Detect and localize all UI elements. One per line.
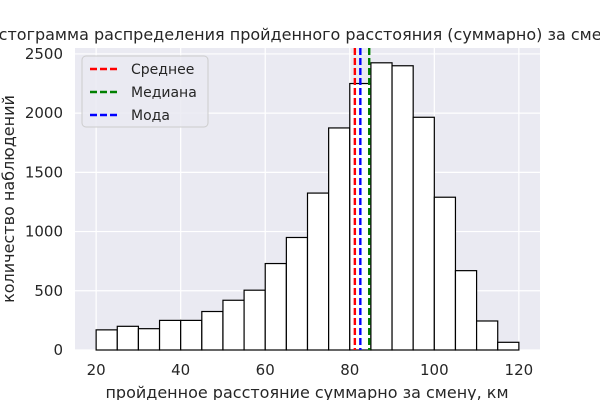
histogram-bar-5	[201, 310, 224, 351]
legend-label-0: Среднее	[131, 62, 194, 78]
y-tick-label-5: 2500	[25, 45, 63, 63]
y-tick-label-2: 1000	[25, 223, 63, 241]
y-tick-labels: 0 500 1000 1500 2000 2500	[25, 45, 63, 359]
x-tick-label-4: 100	[420, 361, 449, 379]
histogram-bar-19	[497, 341, 520, 351]
histogram-bar-13	[370, 62, 393, 351]
histogram-bar-0	[95, 329, 118, 351]
histogram-bar-7	[243, 289, 266, 351]
histogram-bar-14	[391, 65, 414, 351]
histogram-bar-9	[285, 236, 309, 351]
x-tick-label-1: 40	[171, 361, 190, 379]
x-tick-label-3: 80	[340, 361, 359, 379]
reference-lines	[353, 48, 371, 350]
x-axis-label: пройденное расстояние суммарно за смену,…	[105, 383, 508, 400]
y-tick-label-1: 500	[34, 282, 63, 300]
x-tick-label-2: 60	[256, 361, 275, 379]
y-tick-label-3: 1500	[25, 163, 63, 181]
histogram-bar-18	[475, 320, 499, 351]
legend-label-2: Мода	[131, 108, 170, 124]
histogram-bar-8	[264, 262, 287, 351]
legend-label-1: Медиана	[131, 85, 197, 101]
y-tick-label-4: 2000	[25, 104, 63, 122]
x-tick-labels: 20 40 60 80 100 120	[87, 361, 534, 379]
chart-title: Гистограмма распределения пройденного ра…	[0, 25, 600, 44]
legend: Среднее Медиана Мода	[81, 55, 209, 128]
histogram-bar-1	[116, 325, 140, 351]
histogram-bar-10	[306, 192, 330, 351]
histogram-bar-2	[137, 328, 161, 351]
histogram-bar-6	[222, 299, 245, 351]
histogram-bar-4	[180, 319, 203, 351]
legend-box	[81, 55, 209, 128]
histogram-bar-3	[158, 319, 182, 351]
histogram-bar-16	[433, 196, 457, 351]
y-tick-label-0: 0	[53, 341, 63, 359]
histogram-bar-15	[412, 116, 435, 351]
x-tick-label-5: 120	[505, 361, 534, 379]
histogram-bar-17	[454, 270, 478, 351]
grid-lines	[75, 48, 540, 351]
histogram-bar-11	[328, 127, 351, 351]
x-tick-label-0: 20	[87, 361, 106, 379]
y-axis-label: количество наблюдений	[0, 95, 18, 303]
